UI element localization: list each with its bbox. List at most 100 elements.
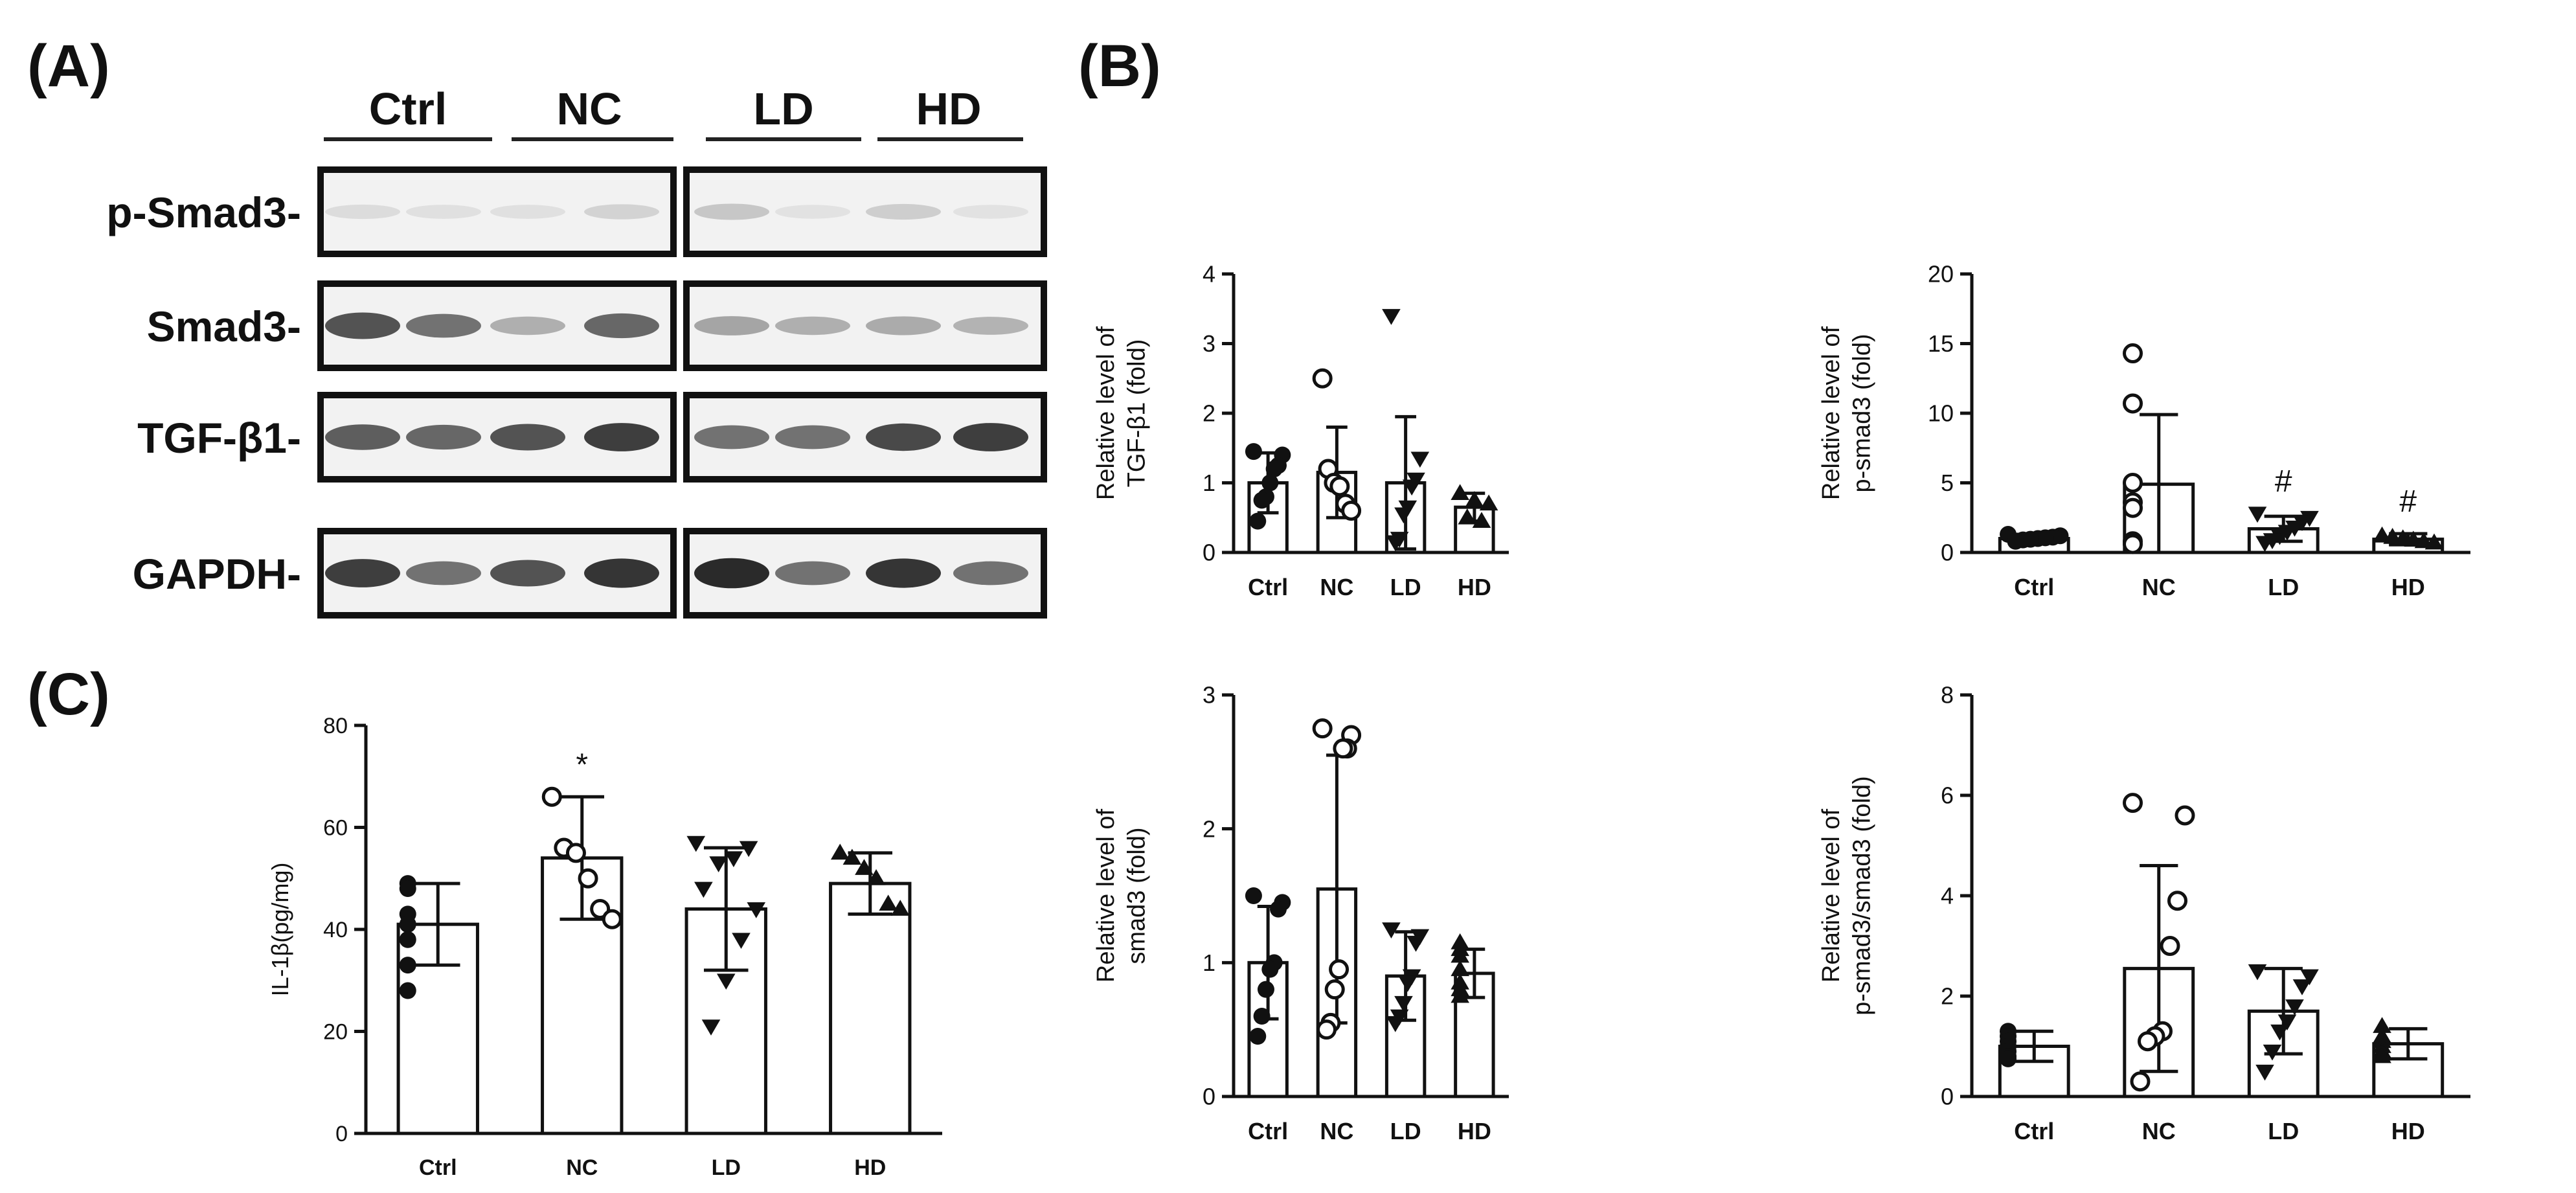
tgf-b1-chart: 0 1 2 3 4 Relative level of TGF-β1 (fold) Ctrl N…: [1092, 261, 1509, 600]
blot-band: [584, 558, 659, 588]
data-point: [1261, 474, 1279, 492]
x-tick-label: LD: [712, 1155, 741, 1180]
data-point: [1245, 887, 1262, 904]
panel-label-a: (A): [27, 33, 110, 99]
data-point: [565, 843, 586, 863]
data-point: [1394, 507, 1413, 524]
blot-band: [953, 561, 1028, 585]
data-point: [2424, 533, 2444, 550]
blot-group-labels: Ctrl NC LD HD: [324, 84, 1023, 141]
blot-band: [406, 313, 481, 338]
blot-band: [490, 424, 565, 451]
y-tick-label: 0: [1203, 540, 1215, 566]
y-tick-label: 10: [1928, 400, 1954, 427]
blot-row-label: p-Smad3-: [106, 188, 301, 236]
blot-band: [406, 561, 481, 585]
blot-band: [325, 559, 400, 587]
data-point: [1261, 960, 1279, 978]
data-point: [879, 894, 898, 911]
data-points-nc: [1312, 368, 1362, 521]
blot-row-label: GAPDH-: [133, 550, 301, 598]
y-axis-label: Relative level of: [1092, 326, 1120, 500]
y-axis-label: Relative level of: [1092, 808, 1120, 983]
il-1b-chart: 0 20 40 60 80 IL-1β(pg/mg) Ctrl NC * LD HD: [267, 714, 942, 1180]
data-point: [1465, 491, 1484, 507]
data-point: [1312, 718, 1333, 739]
data-point: [399, 982, 416, 999]
x-tick-label: HD: [2391, 574, 2425, 600]
data-point: [1386, 535, 1405, 552]
data-point: [842, 848, 862, 865]
data-point: [1329, 959, 1350, 980]
data-point: [1451, 986, 1469, 1003]
smad3-chart: 0 1 2 3 Relative level of smad3 (fold) Ctrl NC L…: [1092, 682, 1509, 1144]
y-tick-label: 2: [1941, 983, 1954, 1010]
data-points-nc: [1312, 718, 1362, 1040]
y-axis-label: Relative level of: [1818, 808, 1845, 983]
data-point: [399, 916, 416, 933]
data-point: [2130, 1071, 2151, 1092]
data-point: [2123, 793, 2143, 813]
data-points-nc: [2123, 343, 2143, 554]
blot-group-label-hd: HD: [916, 84, 981, 134]
data-point: [855, 859, 874, 875]
significance-marker: #: [2399, 484, 2417, 519]
y-tick-label: 0: [1941, 1084, 1954, 1110]
data-point: [732, 933, 751, 949]
data-point: [2248, 964, 2267, 981]
blot-band: [490, 560, 565, 587]
y-tick-label: 4: [1941, 883, 1954, 909]
data-point: [2300, 510, 2319, 527]
panel-label-b: (B): [1078, 33, 1161, 99]
data-point: [602, 909, 622, 929]
data-points-ld: [1382, 922, 1430, 1032]
data-point: [2138, 1031, 2158, 1052]
data-points-ctrl: [1245, 443, 1291, 530]
data-point: [866, 869, 886, 885]
data-point: [709, 856, 728, 872]
data-point: [2255, 536, 2274, 552]
data-points-ctrl: [2000, 526, 2069, 550]
x-tick-label: Ctrl: [1248, 574, 1288, 600]
blot-band: [775, 425, 850, 449]
blot-band: [775, 561, 850, 585]
x-tick-label: NC: [2142, 574, 2176, 600]
x-tick-label: Ctrl: [2014, 1118, 2054, 1144]
data-point: [1333, 738, 1353, 759]
blot-band: [866, 423, 941, 451]
data-point: [2167, 891, 2187, 911]
data-point: [830, 843, 850, 860]
y-tick-label: 8: [1941, 682, 1954, 709]
data-point: [2270, 1024, 2289, 1041]
data-point: [1253, 492, 1271, 509]
data-points-ctrl: [2000, 1023, 2017, 1067]
blot-band: [325, 204, 400, 220]
data-point: [1479, 494, 1498, 511]
y-tick-label: 1: [1203, 949, 1215, 976]
blot-band: [866, 316, 941, 335]
y-axis-label: TGF-β1 (fold): [1124, 339, 1151, 488]
x-tick-label: HD: [1458, 574, 1491, 600]
data-point: [1265, 460, 1283, 477]
y-tick-label: 5: [1941, 470, 1954, 496]
x-tick-label: NC: [2142, 1118, 2176, 1144]
data-point: [1394, 995, 1413, 1012]
data-point: [1472, 512, 1491, 528]
data-point: [2373, 1017, 2391, 1033]
data-point: [2123, 473, 2143, 493]
data-point: [2123, 393, 2143, 414]
blot-band: [584, 204, 659, 220]
x-tick-label: NC: [1320, 1118, 1353, 1144]
blot-row: Smad3-: [147, 280, 1047, 371]
x-tick-label: Ctrl: [2014, 574, 2054, 600]
bar-hd: [1454, 505, 1495, 554]
data-point: [2285, 520, 2304, 537]
blot-band: [490, 205, 565, 219]
data-point: [1451, 484, 1469, 501]
y-axis-label: p-smad3/smad3 (fold): [1849, 776, 1876, 1016]
data-point: [399, 880, 416, 897]
x-tick-label: LD: [1390, 574, 1421, 600]
bar-hd: [829, 881, 912, 1135]
y-axis-label: p-smad3 (fold): [1849, 334, 1876, 493]
blot-band: [584, 313, 659, 339]
